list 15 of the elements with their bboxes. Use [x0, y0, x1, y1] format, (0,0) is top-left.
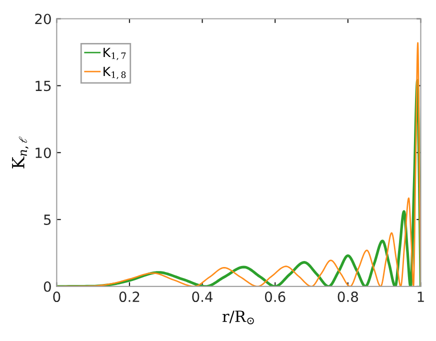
- x-axis-title: r/R$_{⊙}$: [222, 310, 254, 324]
- x-tick-label: 0.4: [192, 292, 213, 302]
- legend-label: K$_{1,7}$: [104, 48, 126, 60]
- y-tick-label: 0: [44, 281, 51, 292]
- y-tick-label: 10: [36, 148, 51, 158]
- y-axis-title: K$_{n,ℓ}$: [12, 136, 28, 168]
- x-tick-label: 0.6: [264, 292, 286, 302]
- y-tick-label: 5: [44, 214, 51, 225]
- x-tick-label: 0.8: [338, 292, 358, 302]
- x-tick-label: 1: [418, 292, 424, 302]
- legend-label: K$_{1,8}$: [104, 66, 126, 80]
- x-tick-label: 0.2: [119, 292, 140, 302]
- x-tick-label: 0: [53, 292, 60, 302]
- y-tick-label: 20: [35, 14, 51, 24]
- y-tick-label: 15: [36, 80, 51, 92]
